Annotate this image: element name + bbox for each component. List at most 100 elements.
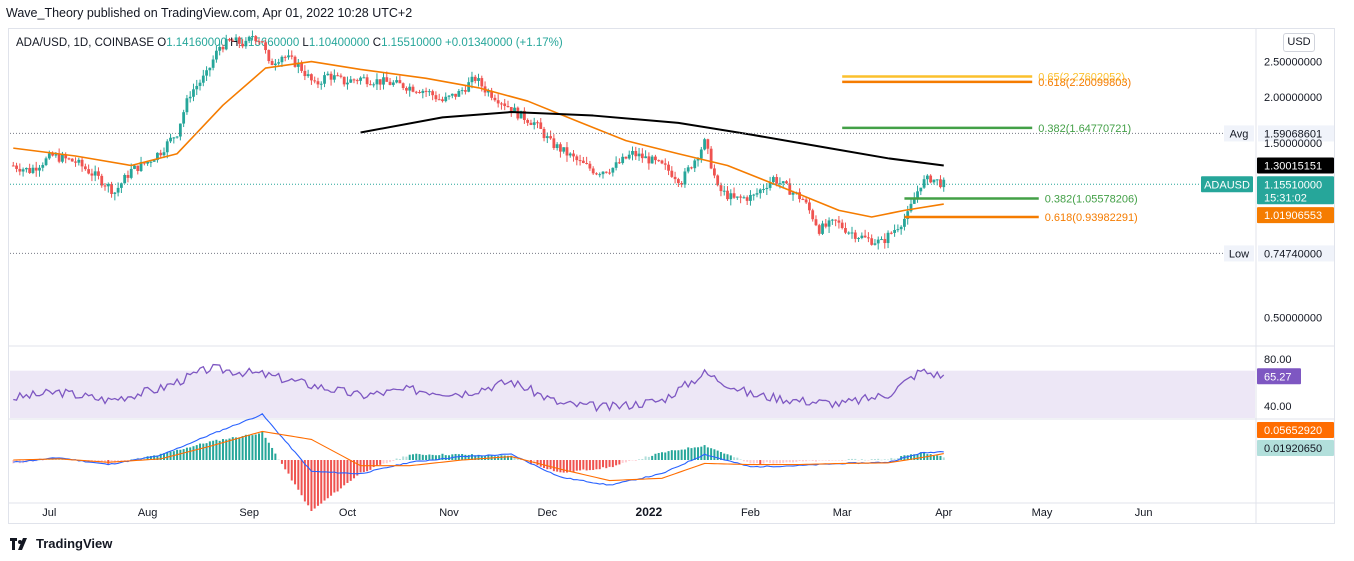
macd-histogram-bar — [467, 454, 470, 460]
macd-histogram-bar — [736, 457, 739, 460]
candle-body — [667, 164, 670, 171]
candle-body — [280, 56, 284, 63]
macd-histogram-bar — [939, 455, 942, 460]
macd-histogram-bar — [552, 460, 555, 472]
macd-histogram-bar — [756, 460, 758, 464]
macd-histogram-bar — [556, 460, 559, 472]
price-tick-label: 2.50000000 — [1264, 57, 1322, 69]
candle-body — [775, 177, 779, 184]
candle-body — [332, 75, 336, 80]
candle-body — [15, 165, 18, 169]
candle-body — [129, 168, 133, 178]
candle-body — [257, 41, 261, 43]
macd-histogram-bar — [231, 437, 234, 460]
candle-body — [388, 81, 392, 85]
tradingview-footer[interactable]: TradingView — [10, 536, 112, 551]
candle-body — [585, 162, 589, 164]
candle-body — [378, 79, 382, 85]
badge-current-bg — [1257, 176, 1334, 205]
macd-histogram-bar — [588, 460, 591, 471]
candle-body — [811, 210, 815, 220]
macd-histogram-bar — [641, 458, 644, 460]
candle-body — [313, 80, 317, 82]
badge-current-price: 1.15510000 — [1264, 179, 1322, 191]
candle-body — [732, 193, 736, 198]
candle-body — [804, 199, 808, 203]
candle-body — [893, 230, 897, 233]
macd-histogram-bar — [513, 457, 516, 460]
macd-histogram-bar — [559, 460, 562, 473]
macd-histogram-bar — [919, 452, 922, 460]
candle-body — [719, 185, 723, 192]
macd-histogram-bar — [277, 459, 280, 461]
candle-body — [31, 167, 35, 173]
marker-value: 1.59068601 — [1264, 128, 1322, 140]
macd-histogram-bar — [320, 460, 323, 504]
candle-body — [437, 99, 441, 101]
candle-body — [303, 70, 307, 77]
candle-body — [716, 175, 720, 186]
candle-body — [706, 139, 710, 149]
candle-body — [368, 84, 372, 86]
macd-histogram-bar — [382, 460, 385, 464]
macd-histogram-bar — [677, 450, 680, 460]
candle-body — [755, 193, 759, 195]
candle-body — [195, 85, 199, 90]
badge-ma-black-bg — [1257, 157, 1334, 174]
candle-body — [408, 86, 412, 91]
macd-histogram-bar — [788, 460, 791, 463]
candle-body — [758, 189, 762, 194]
macd-histogram-bar — [631, 460, 634, 461]
macd-histogram-bar — [801, 460, 804, 462]
candle-body — [647, 156, 651, 164]
macd-histogram-bar — [464, 454, 467, 460]
macd-histogram-bar — [480, 455, 483, 460]
candle-body — [237, 37, 241, 44]
macd-histogram-bar — [441, 453, 444, 460]
candle-body — [444, 96, 448, 102]
candle-body — [788, 183, 792, 195]
macd-histogram-bar — [225, 439, 228, 460]
macd-histogram-bar — [759, 460, 762, 465]
macd-badge-orange: 0.05652920 — [1264, 425, 1322, 437]
candle-body — [418, 91, 421, 94]
macd-histogram-bar — [353, 460, 356, 479]
candle-body — [693, 160, 697, 169]
candle-body — [686, 167, 690, 172]
footer-brand: TradingView — [36, 536, 113, 551]
badge-symbol: ADAUSD — [1204, 179, 1250, 191]
candle-body — [54, 154, 58, 156]
macd-histogram-bar — [516, 459, 519, 460]
fib-level-label: 0.618(2.20099803) — [1038, 77, 1131, 89]
macd-histogram-bar — [333, 460, 336, 493]
candle-body — [464, 90, 467, 92]
macd-histogram-bar — [503, 455, 506, 460]
candle-body — [627, 154, 631, 159]
candle-body — [673, 176, 677, 180]
candle-body — [28, 167, 32, 173]
candle-body — [588, 163, 592, 169]
macd-histogram-bar — [690, 448, 693, 460]
candle-body — [601, 171, 605, 175]
candle-body — [169, 137, 172, 142]
candle-body — [634, 150, 638, 157]
macd-histogram-bar — [762, 460, 765, 464]
candle-body — [139, 162, 143, 171]
macd-histogram-bar — [431, 454, 434, 460]
candle-body — [827, 220, 831, 227]
candle-body — [912, 198, 916, 204]
candle-body — [434, 95, 438, 100]
candle-body — [640, 153, 644, 159]
candle-body — [860, 235, 864, 239]
candle-body — [496, 100, 500, 104]
candle-body — [562, 147, 566, 152]
macd-histogram-bar — [208, 441, 211, 460]
candle-body — [935, 179, 939, 181]
currency-button[interactable]: USD — [1283, 33, 1315, 52]
macd-histogram-bar — [706, 447, 709, 460]
price-tick-label: 0.50000000 — [1264, 312, 1322, 324]
badge-ma-black: 1.30015151 — [1264, 160, 1322, 172]
macd-histogram-bar — [543, 460, 546, 469]
candle-body — [768, 182, 772, 188]
